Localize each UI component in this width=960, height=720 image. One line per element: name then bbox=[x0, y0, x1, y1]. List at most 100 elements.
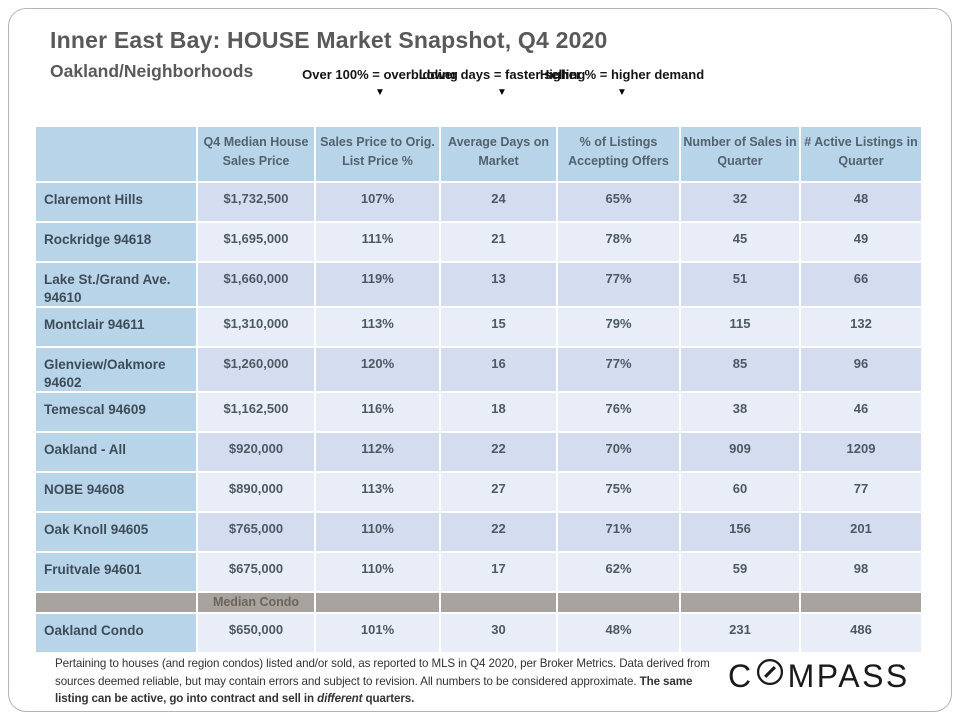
table-cell: $650,000 bbox=[198, 614, 314, 653]
compass-o-icon bbox=[755, 657, 785, 695]
annotation-text: Higher % = higher demand bbox=[539, 67, 705, 82]
table-cell: 60 bbox=[681, 473, 799, 512]
table-cell: 77% bbox=[558, 348, 679, 392]
table-cell: 22 bbox=[441, 513, 556, 552]
table-cell: 79% bbox=[558, 308, 679, 347]
table-cell: 46 bbox=[801, 393, 921, 432]
table-cell: 115 bbox=[681, 308, 799, 347]
table-cell: $1,162,500 bbox=[198, 393, 314, 432]
separator-cell bbox=[558, 593, 679, 613]
row-label: Montclair 94611 bbox=[36, 308, 196, 347]
table-cell: 38 bbox=[681, 393, 799, 432]
table-row: Rockridge 94618 $1,695,000 111% 21 78% 4… bbox=[36, 223, 921, 261]
table-cell: 27 bbox=[441, 473, 556, 512]
table-cell: 85 bbox=[681, 348, 799, 392]
table-cell: 120% bbox=[316, 348, 439, 392]
compass-logo: C MPASS bbox=[728, 657, 928, 695]
row-label: Lake St./Grand Ave. 94610 bbox=[36, 263, 196, 307]
table-cell: 77 bbox=[801, 473, 921, 512]
median-condo-separator-row: Median Condo bbox=[36, 593, 921, 613]
table-cell: 17 bbox=[441, 553, 556, 592]
separator-label: Median Condo bbox=[198, 593, 314, 613]
table-cell: 71% bbox=[558, 513, 679, 552]
table-cell: 48% bbox=[558, 614, 679, 653]
table-cell: 96 bbox=[801, 348, 921, 392]
table-cell: 101% bbox=[316, 614, 439, 653]
table-row: Montclair 94611 $1,310,000 113% 15 79% 1… bbox=[36, 308, 921, 347]
row-label: Oak Knoll 94605 bbox=[36, 513, 196, 552]
table-cell: 132 bbox=[801, 308, 921, 347]
table-cell: 1209 bbox=[801, 433, 921, 472]
table-cell: 66 bbox=[801, 263, 921, 307]
row-label: Glenview/Oakmore 94602 bbox=[36, 348, 196, 392]
table-cell: 231 bbox=[681, 614, 799, 653]
table-cell: $765,000 bbox=[198, 513, 314, 552]
table-row: Glenview/Oakmore 94602 $1,260,000 120% 1… bbox=[36, 348, 921, 392]
logo-letter-c: C bbox=[728, 657, 754, 694]
table-cell: $1,695,000 bbox=[198, 223, 314, 261]
separator-cell bbox=[801, 593, 921, 613]
table-cell: 76% bbox=[558, 393, 679, 432]
table-row: Lake St./Grand Ave. 94610 $1,660,000 119… bbox=[36, 263, 921, 307]
table-cell: 59 bbox=[681, 553, 799, 592]
table-cell: 21 bbox=[441, 223, 556, 261]
annotation-higher-demand: Higher % = higher demand ▼ bbox=[527, 66, 717, 98]
table-cell: $1,732,500 bbox=[198, 183, 314, 221]
table-cell: $1,660,000 bbox=[198, 263, 314, 307]
table-cell: 156 bbox=[681, 513, 799, 552]
row-label: Rockridge 94618 bbox=[36, 223, 196, 261]
table-cell: $920,000 bbox=[198, 433, 314, 472]
annotation-faster-selling: Lower days = faster selling ▼ bbox=[407, 66, 597, 98]
table-cell: 45 bbox=[681, 223, 799, 261]
table-row: Fruitvale 94601 $675,000 110% 17 62% 59 … bbox=[36, 553, 921, 592]
row-label: Oakland Condo bbox=[36, 614, 196, 653]
disclaimer-bold: The same listing can be active, go into … bbox=[55, 674, 693, 706]
row-label: Oakland - All bbox=[36, 433, 196, 472]
table-cell: 110% bbox=[316, 553, 439, 592]
table-row: NOBE 94608 $890,000 113% 27 75% 60 77 bbox=[36, 473, 921, 512]
col-header-accepting-offers: % of Listings Accepting Offers bbox=[558, 127, 679, 181]
table-cell: 18 bbox=[441, 393, 556, 432]
page-title: Inner East Bay: HOUSE Market Snapshot, Q… bbox=[50, 27, 608, 53]
down-arrow-icon: ▼ bbox=[497, 86, 507, 98]
table-cell: $890,000 bbox=[198, 473, 314, 512]
table-cell: 110% bbox=[316, 513, 439, 552]
table-cell: 65% bbox=[558, 183, 679, 221]
separator-cell bbox=[681, 593, 799, 613]
down-arrow-icon: ▼ bbox=[617, 86, 627, 98]
disclaimer-italic: different bbox=[317, 692, 363, 706]
table-cell: 32 bbox=[681, 183, 799, 221]
table-cell: 201 bbox=[801, 513, 921, 552]
annotation-overbidding: Over 100% = overbidding ▼ bbox=[285, 66, 475, 98]
table-row: Claremont Hills $1,732,500 107% 24 65% 3… bbox=[36, 183, 921, 221]
table-cell: 909 bbox=[681, 433, 799, 472]
table-cell: 51 bbox=[681, 263, 799, 307]
table-cell: 75% bbox=[558, 473, 679, 512]
table-cell: 62% bbox=[558, 553, 679, 592]
page-subtitle: Oakland/Neighborhoods bbox=[50, 61, 254, 81]
separator-cell bbox=[316, 593, 439, 613]
table-cell: 113% bbox=[316, 473, 439, 512]
table-cell: 119% bbox=[316, 263, 439, 307]
down-arrow-icon: ▼ bbox=[375, 86, 385, 98]
table-cell: 30 bbox=[441, 614, 556, 653]
table-cell: 78% bbox=[558, 223, 679, 261]
table-cell: 24 bbox=[441, 183, 556, 221]
table-cell: 486 bbox=[801, 614, 921, 653]
table-cell: 111% bbox=[316, 223, 439, 261]
table-cell: $1,260,000 bbox=[198, 348, 314, 392]
col-header-sp-to-lp: Sales Price to Orig. List Price % bbox=[316, 127, 439, 181]
table-row: Temescal 94609 $1,162,500 116% 18 76% 38… bbox=[36, 393, 921, 432]
table-cell: 112% bbox=[316, 433, 439, 472]
table-cell: $1,310,000 bbox=[198, 308, 314, 347]
table-cell: 16 bbox=[441, 348, 556, 392]
separator-cell bbox=[441, 593, 556, 613]
market-snapshot-table: Q4 Median House Sales Price Sales Price … bbox=[34, 125, 923, 654]
corner-header-cell bbox=[36, 127, 196, 181]
disclaimer-bold-end: quarters. bbox=[362, 692, 415, 706]
disclaimer-regular: Pertaining to houses (and region condos)… bbox=[55, 657, 710, 688]
table-cell: 98 bbox=[801, 553, 921, 592]
table-cell: 77% bbox=[558, 263, 679, 307]
logo-letters-mpass: MPASS bbox=[787, 657, 910, 694]
col-header-days-on-market: Average Days on Market bbox=[441, 127, 556, 181]
